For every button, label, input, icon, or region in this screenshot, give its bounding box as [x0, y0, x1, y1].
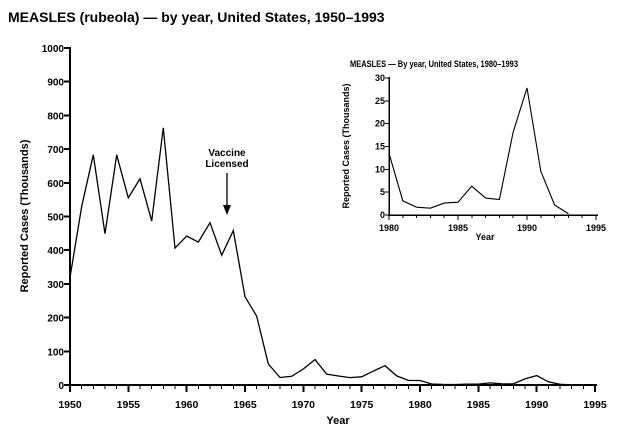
y-tick-label: 200 — [47, 314, 64, 325]
y-tick-label: 30 — [375, 73, 385, 83]
y-tick-label: 300 — [47, 280, 64, 291]
y-ticks: 0 100 200 300 400 500 600 700 800 900 1000 — [42, 44, 70, 392]
y-axis-title: Reported Cases (Thousands) — [341, 83, 351, 208]
y-tick-label: 900 — [47, 78, 64, 89]
y-ticks: 0 5 10 15 20 25 30 — [375, 73, 389, 220]
annotation-line-1: Vaccine — [208, 148, 246, 159]
y-tick-label: 400 — [47, 246, 64, 257]
main-chart: 1950 1955 1960 1965 1970 1975 1980 1985 1990 1995… — [19, 44, 607, 427]
y-tick-label: 0 — [58, 381, 64, 392]
arrow-head — [223, 205, 231, 215]
y-tick-label: 800 — [47, 111, 64, 122]
x-tick-label: 1960 — [175, 399, 199, 411]
x-tick-label: 1950 — [58, 399, 82, 411]
inset-chart-title: MEASLES — By year, United States, 1980–1… — [350, 59, 518, 69]
y-tick-label: 100 — [47, 347, 64, 358]
down-arrow-icon — [223, 173, 231, 215]
y-tick-label: 700 — [47, 145, 64, 156]
x-tick-label: 1970 — [292, 399, 316, 411]
x-ticks: 1980 1985 1990 1995 — [379, 215, 606, 233]
x-tick-label: 1995 — [586, 223, 606, 233]
y-tick-label: 0 — [380, 210, 385, 220]
y-tick-label: 5 — [380, 187, 385, 197]
x-tick-label: 1980 — [408, 399, 432, 411]
y-tick-label: 10 — [375, 164, 385, 174]
y-tick-label: 600 — [47, 179, 64, 190]
y-tick-label: 500 — [47, 213, 64, 224]
y-tick-label: 1000 — [42, 44, 65, 55]
x-tick-label: 1990 — [525, 399, 549, 411]
x-tick-label: 1995 — [583, 399, 607, 411]
main-series-line — [69, 127, 572, 386]
y-tick-label: 15 — [375, 142, 385, 152]
y-tick-label: 25 — [375, 96, 385, 106]
y-tick-label: 20 — [375, 119, 385, 129]
inset-chart: 1980 1985 1990 1995 0 5 10 15 20 25 30 Year Reported… — [341, 59, 606, 242]
x-tick-label: 1955 — [117, 399, 141, 411]
annotation-line-2: Licensed — [205, 159, 248, 170]
x-tick-label: 1985 — [448, 223, 468, 233]
x-tick-label: 1980 — [379, 223, 399, 233]
x-tick-label: 1975 — [350, 399, 374, 411]
x-tick-label: 1985 — [467, 399, 491, 411]
x-tick-label: 1990 — [517, 223, 537, 233]
x-tick-label: 1965 — [233, 399, 257, 411]
page-title: MEASLES (rubeola) — by year, United Stat… — [8, 9, 385, 25]
x-axis-title: Year — [326, 415, 350, 427]
inset-series-line — [388, 87, 569, 215]
x-axis-title: Year — [475, 232, 495, 242]
y-axis-title: Reported Cases (Thousands) — [19, 139, 31, 292]
x-ticks: 1950 1955 1960 1965 1970 1975 1980 1985 1990 1995 — [58, 385, 607, 411]
